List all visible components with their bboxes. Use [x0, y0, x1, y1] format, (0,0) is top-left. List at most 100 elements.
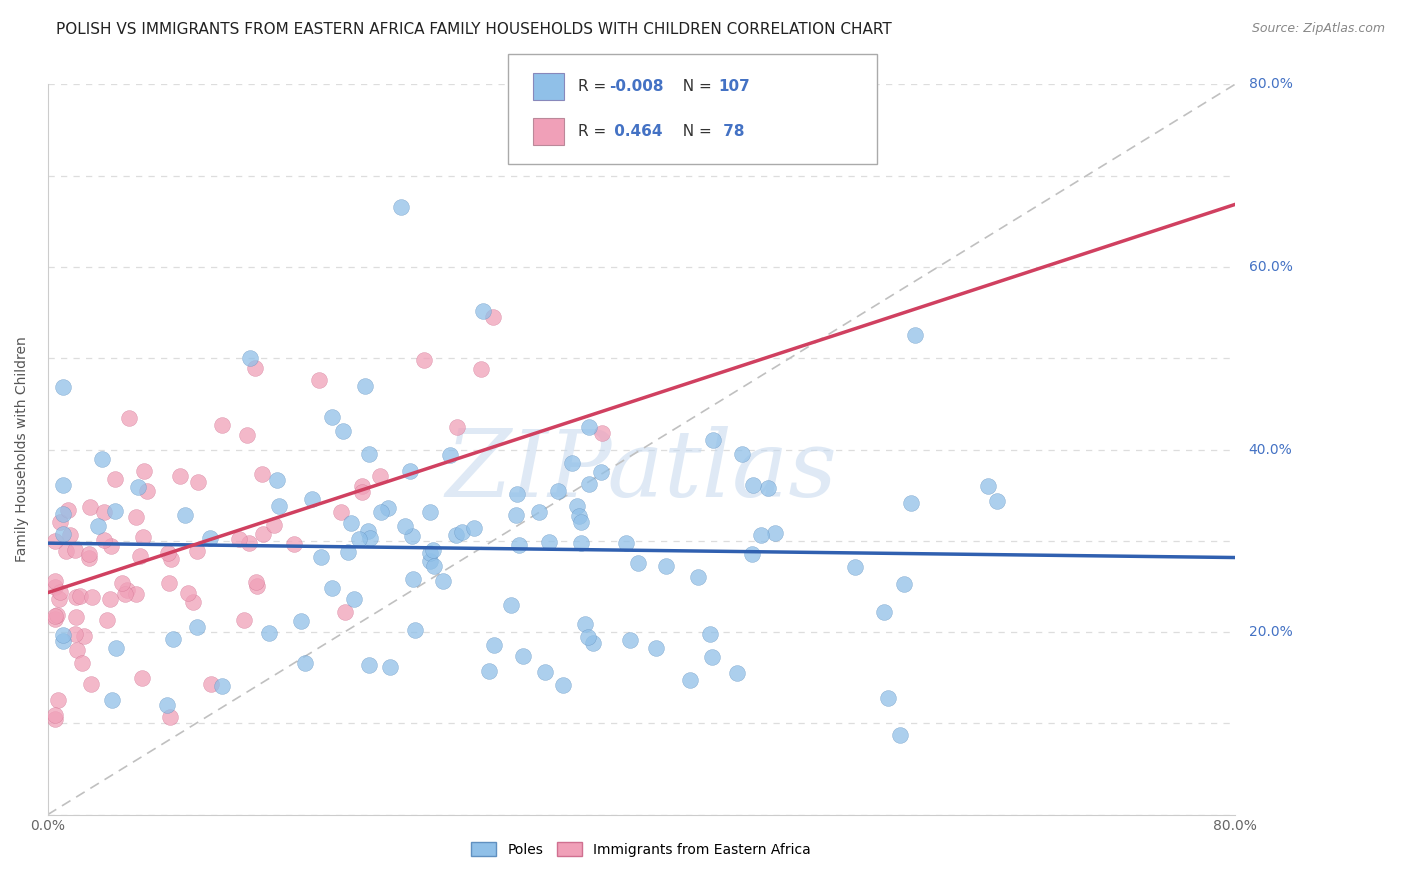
Point [332, 424, 354, 438]
Point [569, 515, 592, 529]
Point [756, 481, 779, 495]
Point [419, 554, 441, 568]
Point [159, 552, 181, 566]
Point [80, 676, 103, 690]
Point [58, 528, 80, 542]
Point [377, 500, 399, 515]
Point [534, 665, 557, 679]
Point [749, 527, 772, 541]
Point [157, 576, 180, 591]
Point [356, 524, 378, 538]
Point [582, 636, 605, 650]
Point [200, 531, 222, 545]
Legend: Poles, Immigrants from Eastern Africa: Poles, Immigrants from Eastern Africa [465, 837, 817, 863]
Point [200, 677, 222, 691]
Point [359, 658, 381, 673]
Point [506, 487, 529, 501]
Text: 40.0%: 40.0% [1249, 442, 1292, 457]
Point [111, 576, 134, 591]
Point [413, 352, 436, 367]
Text: Source: ZipAtlas.com: Source: ZipAtlas.com [1251, 22, 1385, 36]
Point [340, 516, 363, 531]
Point [132, 530, 155, 544]
Point [44, 612, 66, 626]
Point [389, 200, 412, 214]
Point [591, 425, 613, 440]
Point [619, 633, 641, 648]
Point [889, 728, 911, 742]
Point [267, 500, 290, 514]
Point [399, 464, 422, 478]
Point [44, 609, 66, 624]
Point [578, 476, 600, 491]
Point [330, 505, 353, 519]
Point [470, 361, 492, 376]
Point [104, 472, 127, 486]
Point [114, 587, 136, 601]
Point [65, 590, 87, 604]
Point [333, 605, 356, 619]
Text: 60.0%: 60.0% [1249, 260, 1292, 274]
Point [904, 328, 927, 343]
Point [93, 533, 115, 547]
Point [321, 581, 343, 595]
Point [115, 583, 138, 598]
Point [309, 550, 332, 565]
Point [578, 419, 600, 434]
Point [44, 580, 66, 594]
Point [96, 613, 118, 627]
Point [378, 660, 401, 674]
Point [419, 505, 441, 519]
Point [725, 666, 748, 681]
Point [93, 505, 115, 519]
Point [561, 456, 583, 470]
Text: N =: N = [673, 124, 717, 138]
Text: R =: R = [578, 79, 612, 94]
Point [127, 480, 149, 494]
Point [463, 521, 485, 535]
Point [174, 508, 197, 522]
Point [574, 617, 596, 632]
Point [505, 508, 527, 522]
Text: -0.008: -0.008 [609, 79, 664, 94]
Point [263, 518, 285, 533]
Point [568, 509, 591, 524]
Point [177, 586, 200, 600]
Point [63, 542, 86, 557]
Point [439, 448, 461, 462]
Point [742, 477, 765, 491]
Text: R =: R = [578, 124, 612, 138]
Point [350, 479, 373, 493]
Text: 107: 107 [718, 79, 751, 94]
Point [290, 614, 312, 628]
Point [478, 665, 501, 679]
Point [46, 693, 69, 707]
Point [44, 574, 66, 588]
Point [48, 515, 70, 529]
Point [741, 548, 763, 562]
Point [763, 526, 786, 541]
Point [252, 527, 274, 541]
Y-axis label: Family Households with Children: Family Households with Children [15, 336, 30, 562]
Point [52, 478, 75, 492]
Point [236, 428, 259, 442]
Point [576, 630, 599, 644]
Point [49, 585, 72, 599]
Point [211, 417, 233, 432]
Point [48, 591, 70, 606]
Text: POLISH VS IMMIGRANTS FROM EASTERN AFRICA FAMILY HOUSEHOLDS WITH CHILDREN CORRELA: POLISH VS IMMIGRANTS FROM EASTERN AFRICA… [56, 22, 891, 37]
Point [186, 620, 208, 634]
Point [87, 519, 110, 533]
Point [401, 529, 423, 543]
Point [357, 447, 380, 461]
Point [104, 641, 127, 656]
Text: 80.0%: 80.0% [1249, 78, 1292, 92]
Point [52, 527, 75, 541]
Point [336, 545, 359, 559]
Point [55, 543, 77, 558]
Point [527, 504, 550, 518]
Text: ZIPatlas: ZIPatlas [446, 426, 837, 516]
Point [419, 546, 441, 560]
Point [294, 656, 316, 670]
Point [52, 380, 75, 394]
